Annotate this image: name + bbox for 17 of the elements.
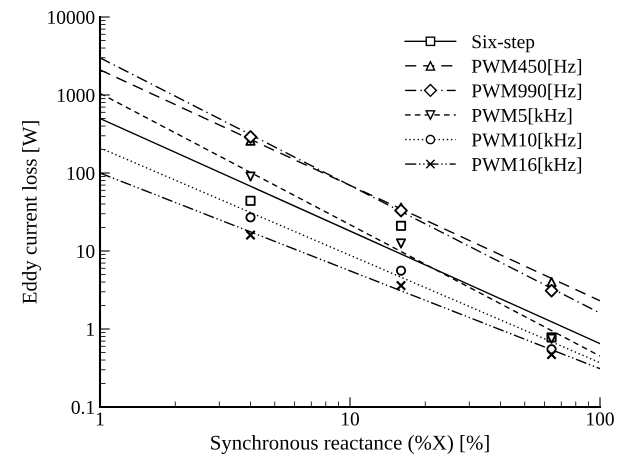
legend-label: PWM990[Hz] bbox=[472, 84, 582, 100]
y-tick-label: 1000 bbox=[58, 88, 94, 102]
y-tick-label: 10 bbox=[77, 244, 94, 258]
y-tick-label: 1 bbox=[87, 322, 94, 336]
y-axis-title: Eddy current loss [W] bbox=[22, 121, 41, 304]
legend-label: PWM16[kHz] bbox=[472, 157, 582, 174]
legend-label: PWM450[Hz] bbox=[472, 59, 582, 76]
y-tick-label: 0.1 bbox=[72, 400, 94, 414]
legend-label: PWM10[kHz] bbox=[472, 132, 582, 149]
x-tick-label: 100 bbox=[587, 412, 614, 426]
legend-label: Six-step bbox=[472, 35, 534, 52]
x-tick-label: 10 bbox=[342, 412, 359, 426]
x-axis-title: Synchronous reactance (%X) [%] bbox=[211, 435, 489, 454]
y-tick-label: 10000 bbox=[48, 10, 94, 24]
x-tick-label: 1 bbox=[96, 412, 104, 426]
legend-label: PWM5[kHz] bbox=[472, 108, 572, 124]
y-tick-label: 100 bbox=[68, 166, 94, 180]
